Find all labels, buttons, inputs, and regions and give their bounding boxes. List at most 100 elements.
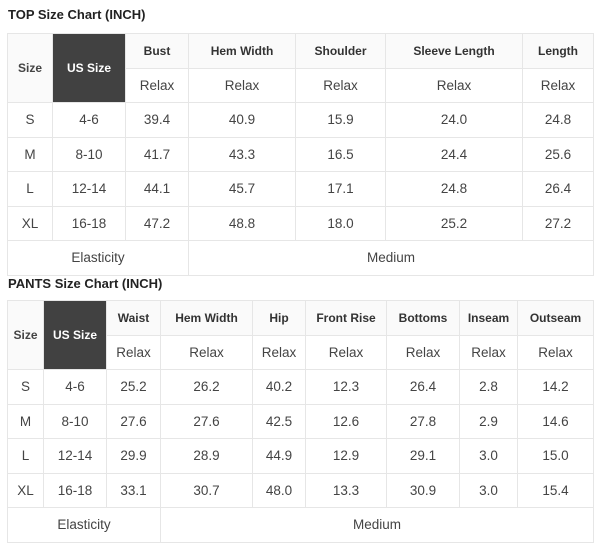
us-size-cell: 16-18 xyxy=(52,205,126,241)
measurement-cell: 42.5 xyxy=(252,403,306,439)
column-header: Bottoms xyxy=(386,300,460,336)
measurement-cell: 24.0 xyxy=(385,102,523,138)
measurement-cell: 3.0 xyxy=(459,472,518,508)
fit-cell: Relax xyxy=(125,67,189,103)
measurement-cell: 48.8 xyxy=(188,205,296,241)
column-header: Hip xyxy=(252,300,306,336)
fit-cell: Relax xyxy=(106,334,161,370)
measurement-cell: 26.2 xyxy=(160,369,253,405)
fit-row: Relax Relax Relax Relax Relax Relax Relax xyxy=(8,334,594,370)
table-row: L 12-14 29.9 28.9 44.9 12.9 29.1 3.0 15.0 xyxy=(7,438,594,474)
us-size-cell: 12-14 xyxy=(43,438,107,474)
measurement-cell: 27.8 xyxy=(386,403,460,439)
elasticity-label: Elasticity xyxy=(7,240,189,276)
size-cell: XL xyxy=(7,205,53,241)
measurement-cell: 29.9 xyxy=(106,438,161,474)
us-size-cell: 8-10 xyxy=(52,136,126,172)
us-size-cell: 8-10 xyxy=(43,403,107,439)
column-header: Shoulder xyxy=(295,33,386,69)
measurement-cell: 48.0 xyxy=(252,472,306,508)
column-header: Hem Width xyxy=(160,300,253,336)
us-size-cell: 12-14 xyxy=(52,171,126,207)
fit-cell: Relax xyxy=(252,334,306,370)
measurement-cell: 30.9 xyxy=(386,472,460,508)
size-cell: S xyxy=(7,369,44,405)
measurement-cell: 44.9 xyxy=(252,438,306,474)
top-size-table: Size US Size Bust Hem Width Shoulder Sleeve L… xyxy=(7,33,594,276)
table-row: XL 16-18 47.2 48.8 18.0 25.2 27.2 xyxy=(7,205,594,241)
fit-cell: Relax xyxy=(188,67,296,103)
elasticity-label: Elasticity xyxy=(7,507,161,543)
measurement-cell: 2.9 xyxy=(459,403,518,439)
size-header: Size xyxy=(7,300,44,370)
us-size-cell: 4-6 xyxy=(43,369,107,405)
fit-cell: Relax xyxy=(305,334,387,370)
measurement-cell: 26.4 xyxy=(522,171,594,207)
measurement-cell: 45.7 xyxy=(188,171,296,207)
fit-cell: Relax xyxy=(522,67,594,103)
measurement-cell: 15.4 xyxy=(517,472,594,508)
table-row: M 8-10 27.6 27.6 42.5 12.6 27.8 2.9 14.6 xyxy=(7,403,594,439)
elasticity-value: Medium xyxy=(188,240,594,276)
measurement-cell: 14.2 xyxy=(517,369,594,405)
column-header: Front Rise xyxy=(305,300,387,336)
measurement-cell: 41.7 xyxy=(125,136,189,172)
measurement-cell: 27.6 xyxy=(160,403,253,439)
measurement-cell: 24.8 xyxy=(385,171,523,207)
header-row: Size US Size Bust Hem Width Shoulder Sleeve L… xyxy=(7,33,594,103)
elasticity-row: Elasticity Medium xyxy=(7,507,594,543)
measurement-cell: 40.9 xyxy=(188,102,296,138)
measurement-cell: 27.2 xyxy=(522,205,594,241)
fit-cell: Relax xyxy=(459,334,518,370)
measurement-cell: 39.4 xyxy=(125,102,189,138)
measurement-cell: 24.8 xyxy=(522,102,594,138)
us-size-header: US Size xyxy=(52,33,126,103)
measurement-cell: 2.8 xyxy=(459,369,518,405)
fit-cell: Relax xyxy=(385,67,523,103)
size-cell: L xyxy=(7,171,53,207)
measurement-cell: 15.0 xyxy=(517,438,594,474)
pants-chart-title: PANTS Size Chart (INCH) xyxy=(8,276,163,291)
column-header: Waist xyxy=(106,300,161,336)
elasticity-value: Medium xyxy=(160,507,594,543)
measurement-cell: 43.3 xyxy=(188,136,296,172)
us-size-cell: 16-18 xyxy=(43,472,107,508)
fit-cell: Relax xyxy=(295,67,386,103)
measurement-cell: 44.1 xyxy=(125,171,189,207)
measurement-cell: 40.2 xyxy=(252,369,306,405)
table-row: S 4-6 25.2 26.2 40.2 12.3 26.4 2.8 14.2 xyxy=(7,369,594,405)
table-row: M 8-10 41.7 43.3 16.5 24.4 25.6 xyxy=(7,136,594,172)
measurement-cell: 17.1 xyxy=(295,171,386,207)
measurement-cell: 12.6 xyxy=(305,403,387,439)
measurement-cell: 27.6 xyxy=(106,403,161,439)
size-cell: M xyxy=(7,136,53,172)
elasticity-row: Elasticity Medium xyxy=(7,240,594,276)
measurement-cell: 14.6 xyxy=(517,403,594,439)
measurement-cell: 25.6 xyxy=(522,136,594,172)
fit-cell: Relax xyxy=(386,334,460,370)
size-cell: S xyxy=(7,102,53,138)
column-header: Length xyxy=(522,33,594,69)
measurement-cell: 3.0 xyxy=(459,438,518,474)
measurement-cell: 47.2 xyxy=(125,205,189,241)
measurement-cell: 15.9 xyxy=(295,102,386,138)
fit-cell: Relax xyxy=(160,334,253,370)
column-header: Hem Width xyxy=(188,33,296,69)
fit-cell: Relax xyxy=(517,334,594,370)
measurement-cell: 16.5 xyxy=(295,136,386,172)
table-row: XL 16-18 33.1 30.7 48.0 13.3 30.9 3.0 15.4 xyxy=(7,472,594,508)
table-row: S 4-6 39.4 40.9 15.9 24.0 24.8 xyxy=(7,102,594,138)
measurement-cell: 30.7 xyxy=(160,472,253,508)
table-row: L 12-14 44.1 45.7 17.1 24.8 26.4 xyxy=(7,171,594,207)
measurement-cell: 25.2 xyxy=(106,369,161,405)
measurement-cell: 12.3 xyxy=(305,369,387,405)
column-header: Inseam xyxy=(459,300,518,336)
measurement-cell: 26.4 xyxy=(386,369,460,405)
size-header: Size xyxy=(7,33,53,103)
measurement-cell: 29.1 xyxy=(386,438,460,474)
measurement-cell: 25.2 xyxy=(385,205,523,241)
measurement-cell: 24.4 xyxy=(385,136,523,172)
fit-row: Relax Relax Relax Relax Relax xyxy=(8,67,594,103)
measurement-cell: 13.3 xyxy=(305,472,387,508)
measurement-cell: 12.9 xyxy=(305,438,387,474)
